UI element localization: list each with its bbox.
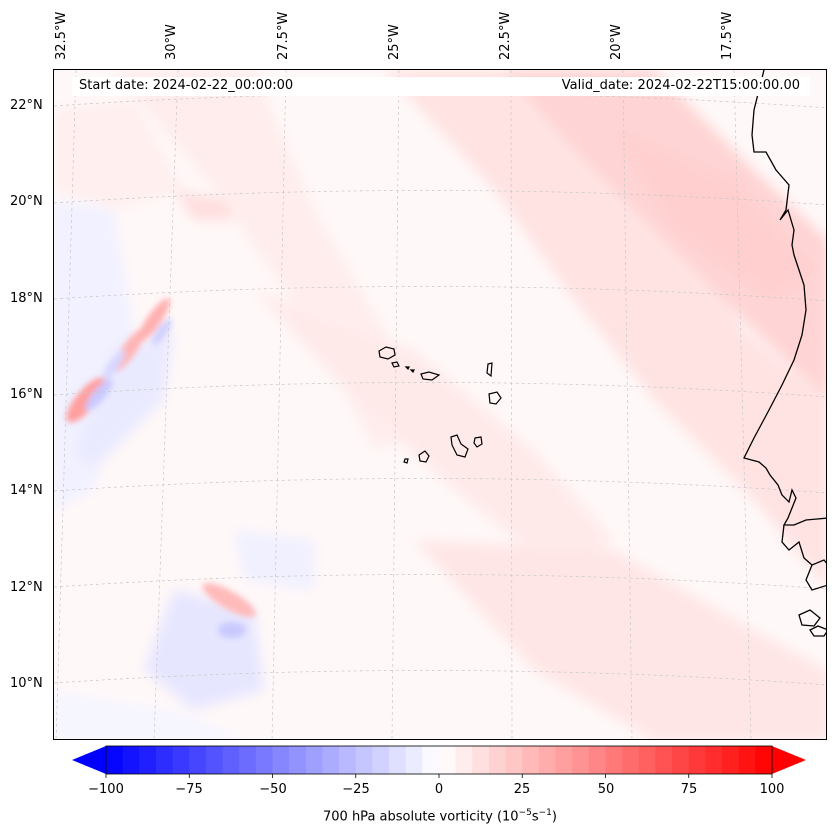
colorbar-label: 700 hPa absolute vorticity (10−5s−1) xyxy=(323,808,557,825)
colorbar-min-extension xyxy=(72,746,106,774)
cape-verde-islands xyxy=(378,346,502,464)
colorbar-cell xyxy=(189,746,207,774)
colorbar-cell xyxy=(205,746,224,774)
lon-label-32-5w: 32.5°W xyxy=(54,11,69,60)
colorbar-cell xyxy=(439,746,457,774)
african-coastline xyxy=(743,70,826,637)
lon-label-22-5w: 22.5°W xyxy=(498,11,513,60)
colorbar-tick-label: 25 xyxy=(513,782,531,797)
lon-label-17-5w: 17.5°W xyxy=(720,11,735,60)
colorbar-tick-label: −100 xyxy=(88,782,124,797)
lat-label-12n: 12°N xyxy=(10,580,43,595)
colorbar-cell xyxy=(738,746,756,774)
colorbar-cell xyxy=(572,746,590,774)
colorbar-cell xyxy=(472,746,490,774)
colorbar-cell xyxy=(322,746,340,774)
colorbar-cell xyxy=(538,746,557,774)
colorbar-cell xyxy=(655,746,673,774)
colorbar-cell xyxy=(222,746,240,774)
colorbar-ticks xyxy=(105,774,773,778)
colorbar-cell xyxy=(588,746,606,774)
colorbar-cell xyxy=(339,746,357,774)
colorbar-cell xyxy=(122,746,140,774)
positive-vorticity-bands xyxy=(54,70,826,739)
colorbar-cell xyxy=(106,746,124,774)
lat-label-22n: 22°N xyxy=(10,98,43,113)
colorbar-cell xyxy=(389,746,407,774)
colorbar-cell xyxy=(455,746,473,774)
colorbar-max-extension xyxy=(772,746,806,774)
colorbar-cell xyxy=(372,746,390,774)
colorbar-cell xyxy=(755,746,773,774)
colorbar-cell xyxy=(705,746,723,774)
colorbar-tick-label: 75 xyxy=(680,782,698,797)
colorbar-cell xyxy=(239,746,257,774)
colorbar-cell xyxy=(672,746,690,774)
gridlines xyxy=(54,70,826,739)
lat-label-14n: 14°N xyxy=(10,483,43,498)
vorticity-dipole-features xyxy=(66,298,256,638)
lon-label-30w: 30°W xyxy=(164,24,179,60)
lon-label-20w: 20°W xyxy=(609,24,624,60)
colorbar-tick-label: 100 xyxy=(759,782,785,797)
colorbar-cell xyxy=(139,746,157,774)
colorbar-cell xyxy=(622,746,640,774)
map-panel[interactable]: Start date: 2024-02-22_00:00:00 Valid_da… xyxy=(53,69,827,740)
colorbar-cell xyxy=(422,746,440,774)
lon-label-27-5w: 27.5°W xyxy=(276,11,291,60)
colorbar-cell xyxy=(722,746,740,774)
colorbar-cell xyxy=(488,746,507,774)
colorbar xyxy=(72,745,806,778)
colorbar-cell xyxy=(172,746,190,774)
valid-date-label: Valid_date: 2024-02-22T15:00:00.00 xyxy=(561,78,800,93)
colorbar-cell xyxy=(688,746,706,774)
colorbar-tick-label: −25 xyxy=(342,782,370,797)
colorbar-tick-label: −75 xyxy=(175,782,203,797)
colorbar-cell xyxy=(522,746,540,774)
colorbar-cell xyxy=(289,746,307,774)
lat-label-18n: 18°N xyxy=(10,291,43,306)
lon-label-25w: 25°W xyxy=(387,24,402,60)
colorbar-cell xyxy=(155,746,174,774)
colorbar-cell xyxy=(272,746,290,774)
colorbar-tick-label: −50 xyxy=(259,782,287,797)
lat-label-20n: 20°N xyxy=(10,194,43,209)
colorbar-cell xyxy=(355,746,373,774)
colorbar-cells xyxy=(106,746,773,774)
colorbar-cell xyxy=(255,746,273,774)
colorbar-cell xyxy=(638,746,656,774)
negative-vorticity-patches xyxy=(54,200,314,739)
colorbar-cell xyxy=(505,746,523,774)
lat-label-16n: 16°N xyxy=(10,387,43,402)
colorbar-cell xyxy=(555,746,573,774)
colorbar-cell xyxy=(605,746,623,774)
start-date-label: Start date: 2024-02-22_00:00:00 xyxy=(79,78,294,93)
colorbar-tick-label: 0 xyxy=(434,782,444,797)
info-bar xyxy=(72,77,810,96)
colorbar-tick-label: 50 xyxy=(597,782,615,797)
vorticity-field xyxy=(54,70,826,739)
colorbar-cell xyxy=(405,746,423,774)
lat-label-10n: 10°N xyxy=(10,676,43,691)
colorbar-cell xyxy=(305,746,323,774)
